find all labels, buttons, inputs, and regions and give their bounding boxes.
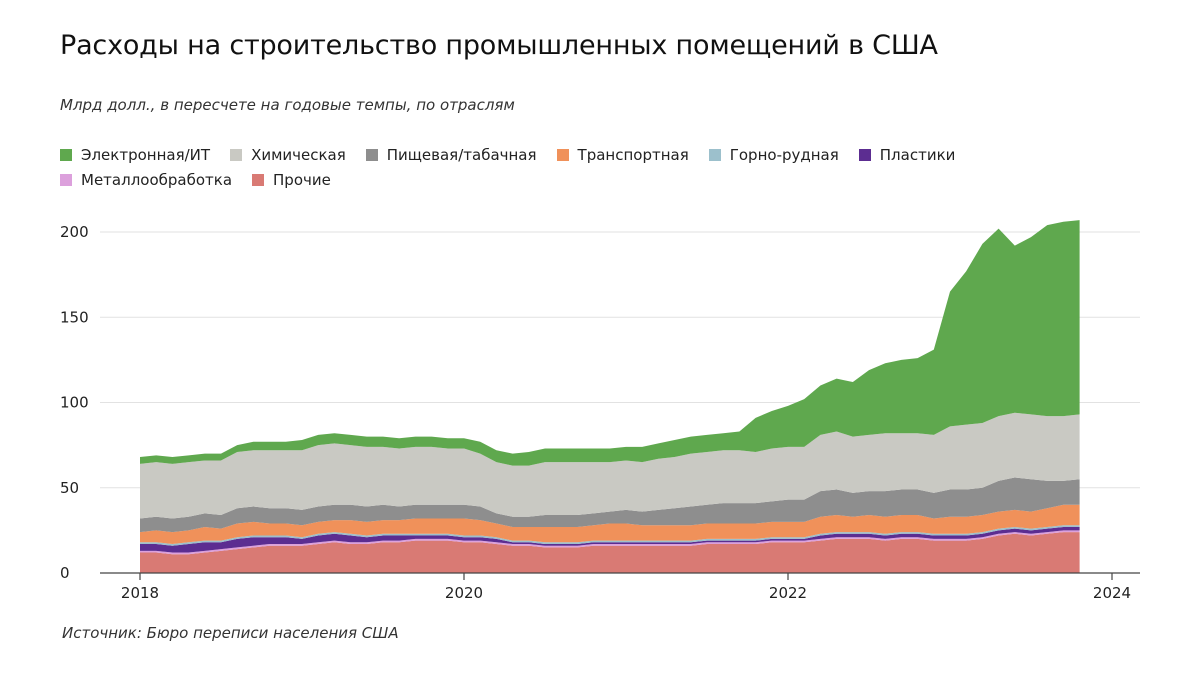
legend-label: Транспортная <box>577 145 689 164</box>
y-tick-label: 200 <box>60 223 89 241</box>
legend-label: Пищевая/табачная <box>386 145 537 164</box>
area-series-7 <box>140 412 1080 519</box>
legend-label: Пластики <box>879 145 956 164</box>
legend-row-1: Электронная/ИТ Химическая Пищевая/табачная… <box>60 142 1120 167</box>
x-tick-label: 2020 <box>445 584 483 602</box>
x-tick-label: 2024 <box>1093 584 1131 602</box>
legend-swatch <box>556 148 569 161</box>
legend-label: Металлообработка <box>81 170 233 189</box>
y-tick-label: 0 <box>60 564 70 582</box>
legend-swatch <box>60 148 72 161</box>
legend-label: Электронная/ИТ <box>81 145 211 164</box>
legend-item: Металлообработка <box>60 171 232 189</box>
legend-swatch <box>230 148 243 161</box>
legend-swatch <box>708 148 721 161</box>
legend-item: Пищевая/табачная <box>365 145 537 164</box>
x-tick-label: 2018 <box>121 584 159 602</box>
legend-swatch <box>252 173 265 186</box>
legend-item: Электронная/ИТ <box>60 146 210 164</box>
y-tick-label: 150 <box>60 308 89 326</box>
legend-swatch <box>365 148 378 161</box>
source-note: Источник: Бюро переписи населения США <box>62 624 399 642</box>
legend-item: Транспортная <box>556 145 689 164</box>
legend-label: Химическая <box>251 145 346 164</box>
legend-item: Химическая <box>230 146 346 164</box>
axes: 0 50 100 150 200 2018 2020 2022 2024 <box>60 223 1140 602</box>
legend-row-2: Металлообработка Прочие <box>60 167 1120 192</box>
legend: Электронная/ИТ Химическая Пищевая/табачная… <box>60 142 1120 192</box>
chart-title: Расходы на строительство промышленных по… <box>60 30 938 61</box>
x-tick-label: 2022 <box>769 584 807 602</box>
y-tick-label: 100 <box>60 394 89 412</box>
area-series-4 <box>140 525 1080 546</box>
legend-swatch <box>60 173 72 186</box>
y-tick-label: 50 <box>60 479 79 497</box>
area-series <box>140 220 1080 573</box>
area-series-6 <box>140 477 1080 533</box>
legend-swatch <box>858 148 871 161</box>
area-series-3 <box>140 526 1080 553</box>
area-series-1 <box>140 532 1080 573</box>
legend-item: Пластики <box>858 145 956 164</box>
area-series-2 <box>140 530 1080 555</box>
legend-item: Прочие <box>252 171 331 189</box>
area-series-8 <box>140 220 1080 466</box>
legend-label: Прочие <box>273 170 331 189</box>
legend-label: Горно-рудная <box>729 145 839 164</box>
legend-item: Горно-рудная <box>708 145 839 164</box>
chart-subtitle: Млрд долл., в пересчете на годовые темпы… <box>60 96 515 114</box>
area-series-5 <box>140 504 1080 545</box>
